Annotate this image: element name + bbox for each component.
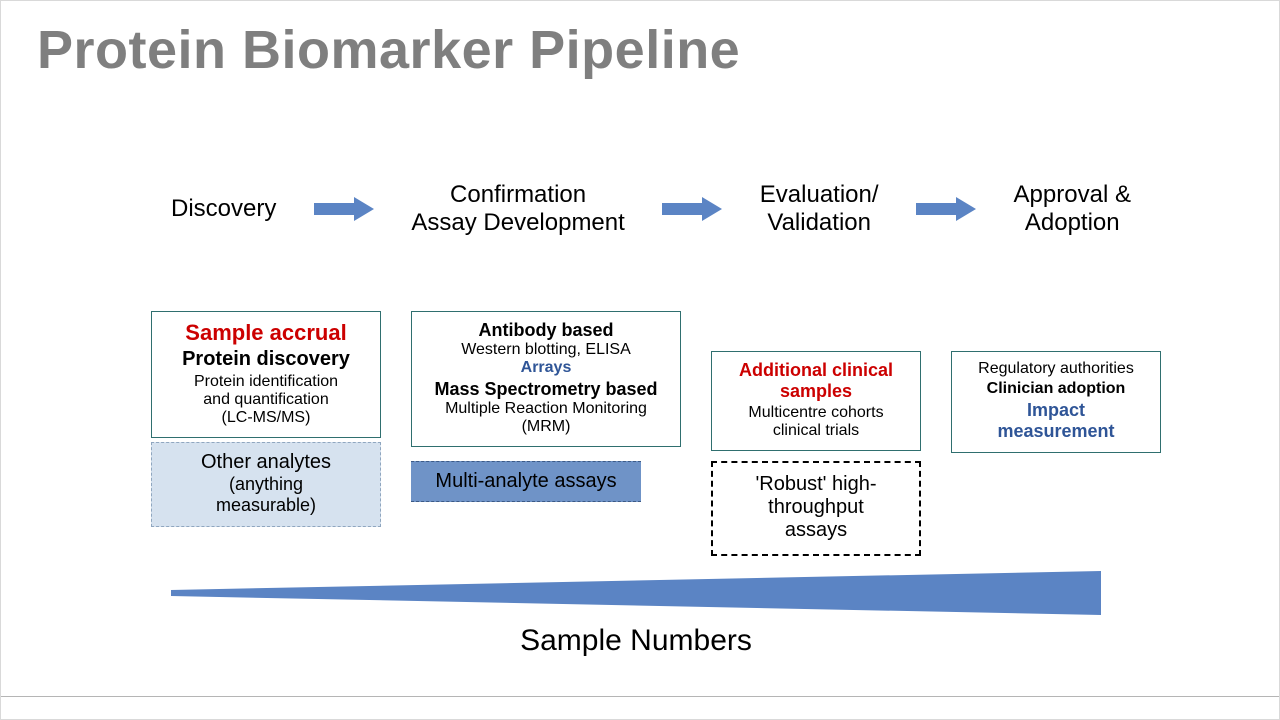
- text-mrm2: (MRM): [422, 418, 670, 436]
- stages-row: Discovery Confirmation Assay Development…: [171, 181, 1131, 236]
- box-evaluation: Additional clinical samples Multicentre …: [711, 351, 921, 451]
- text-sample-accrual: Sample accrual: [162, 320, 370, 346]
- text-arrays: Arrays: [422, 359, 670, 377]
- tag-robust-assays: 'Robust' high- throughput assays: [711, 461, 921, 556]
- box-confirmation: Antibody based Western blotting, ELISA A…: [411, 311, 681, 447]
- stage-confirmation-line1: Confirmation: [450, 181, 586, 208]
- page-title: Protein Biomarker Pipeline: [37, 19, 740, 81]
- stage-confirmation: Confirmation Assay Development: [411, 181, 624, 236]
- stage-evaluation-line2: Validation: [767, 209, 871, 236]
- stage-approval: Approval & Adoption: [1014, 181, 1131, 236]
- wedge-sample-numbers: Sample Numbers: [171, 571, 1101, 658]
- arrow-icon: [314, 197, 374, 221]
- arrow-icon: [662, 197, 722, 221]
- stage-approval-line1: Approval &: [1014, 181, 1131, 208]
- text-clinician-adoption: Clinician adoption: [962, 380, 1150, 398]
- box-discovery: Sample accrual Protein discovery Protein…: [151, 311, 381, 438]
- col-evaluation: Additional clinical samples Multicentre …: [711, 311, 921, 556]
- text-protein-discovery: Protein discovery: [162, 348, 370, 371]
- boxes-row: Sample accrual Protein discovery Protein…: [151, 311, 1151, 556]
- text-antibody-based: Antibody based: [422, 320, 670, 341]
- text-impact-l2: measurement: [962, 421, 1150, 442]
- divider-bottom: [1, 696, 1279, 697]
- text-western-elisa: Western blotting, ELISA: [422, 341, 670, 359]
- arrow-icon: [916, 197, 976, 221]
- text-additional-clinical-l2: samples: [722, 381, 910, 402]
- text-lcmsms: (LC-MS/MS): [162, 409, 370, 427]
- text-additional-clinical-l1: Additional clinical: [722, 360, 910, 381]
- wedge-triangle-icon: [171, 571, 1101, 615]
- text-impact-l1: Impact: [962, 400, 1150, 421]
- tag-other-analytes-l2: (anything: [158, 474, 374, 495]
- stage-approval-line2: Adoption: [1025, 209, 1120, 236]
- col-confirmation: Antibody based Western blotting, ELISA A…: [411, 311, 681, 502]
- col-discovery: Sample accrual Protein discovery Protein…: [151, 311, 381, 527]
- tag-robust-l2: throughput: [719, 496, 913, 519]
- slide-container: Protein Biomarker Pipeline Discovery Con…: [0, 0, 1280, 720]
- text-clinical-trials: clinical trials: [722, 422, 910, 440]
- wedge-label: Sample Numbers: [171, 624, 1101, 658]
- text-quantification: and quantification: [162, 391, 370, 409]
- tag-other-analytes: Other analytes (anything measurable): [151, 442, 381, 527]
- text-protein-id: Protein identification: [162, 373, 370, 391]
- text-ms-based: Mass Spectrometry based: [422, 379, 670, 400]
- col-approval: Regulatory authorities Clinician adoptio…: [951, 311, 1161, 453]
- stage-confirmation-line2: Assay Development: [411, 209, 624, 236]
- box-approval: Regulatory authorities Clinician adoptio…: [951, 351, 1161, 453]
- text-mrm1: Multiple Reaction Monitoring: [422, 400, 670, 418]
- tag-robust-l3: assays: [719, 519, 913, 542]
- tag-robust-l1: 'Robust' high-: [719, 473, 913, 496]
- text-multicentre: Multicentre cohorts: [722, 404, 910, 422]
- tag-multi-analyte: Multi-analyte assays: [411, 461, 641, 502]
- text-regulatory: Regulatory authorities: [962, 360, 1150, 378]
- stage-discovery: Discovery: [171, 195, 276, 223]
- tag-other-analytes-l1: Other analytes: [158, 451, 374, 474]
- tag-other-analytes-l3: measurable): [158, 495, 374, 516]
- stage-evaluation: Evaluation/ Validation: [760, 181, 879, 236]
- stage-evaluation-line1: Evaluation/: [760, 181, 879, 208]
